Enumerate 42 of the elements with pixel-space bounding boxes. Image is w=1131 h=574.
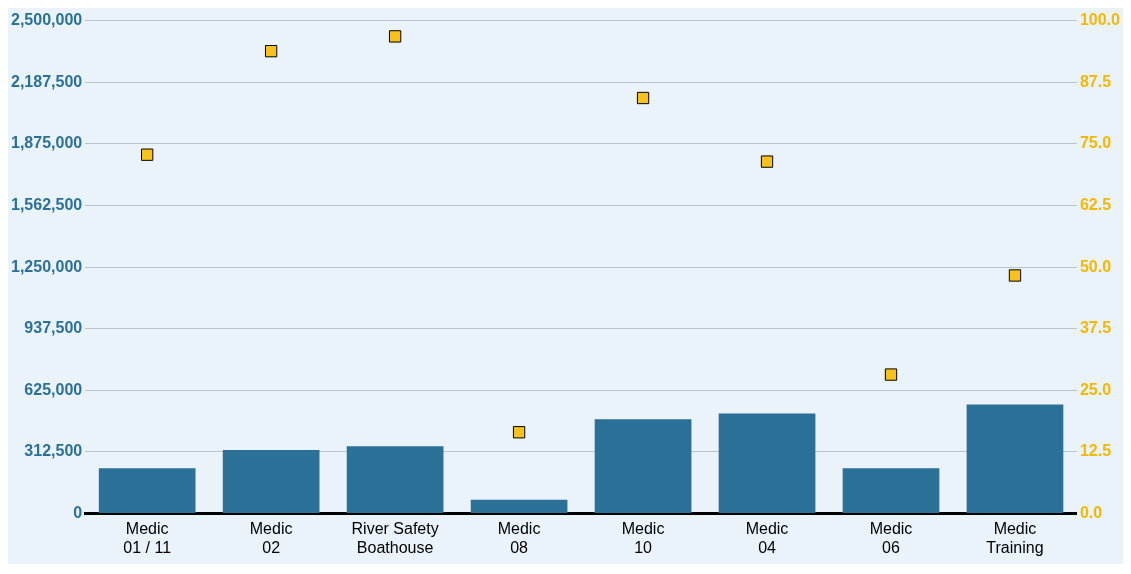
y2-tick-label: 50.0 [1079, 257, 1112, 275]
y-tick-label: 625,000 [24, 380, 83, 398]
y-tick-label: 312,500 [24, 442, 83, 460]
x-tick-label: Medic Training [986, 519, 1044, 556]
point [141, 148, 154, 161]
bar [346, 446, 444, 514]
y-tick-label: 937,500 [24, 319, 83, 337]
point [264, 45, 278, 58]
y2-tick-label: 62.5 [1079, 195, 1112, 213]
y-tick-label: 1,562,500 [10, 195, 83, 213]
y2-tick-label: 12.5 [1079, 442, 1112, 460]
point [636, 91, 650, 105]
bar [222, 450, 320, 514]
point [512, 426, 526, 439]
y-tick-label: 1,250,000 [10, 257, 83, 275]
y2-tick-label: 37.5 [1079, 319, 1112, 337]
bar [98, 468, 196, 514]
y2-tick-label: 75.0 [1079, 134, 1112, 152]
y-tick-label: 1,875,000 [10, 134, 83, 152]
point [884, 368, 898, 381]
y2-tick-label: 0.0 [1079, 504, 1103, 522]
x-tick-label: Medic 02 [249, 519, 293, 556]
x-tick-label: Medic 08 [497, 519, 541, 556]
bar [718, 413, 816, 514]
y2-tick-label: 25.0 [1079, 380, 1112, 398]
bar [594, 419, 692, 514]
point [388, 30, 402, 43]
point [760, 155, 774, 168]
x-tick-label: Medic 01 / 11 [123, 519, 172, 556]
x-tick-label: Medic 04 [745, 519, 789, 556]
x-tick-label: Medic 10 [621, 519, 665, 556]
point [1008, 269, 1022, 282]
x-tick-label: Medic 06 [869, 519, 913, 556]
y-tick-label: 2,500,000 [10, 11, 83, 29]
x-tick-label: River Safety Boathouse [351, 519, 439, 556]
bar [966, 404, 1064, 514]
y2-tick-label: 100.0 [1079, 11, 1121, 29]
bar [470, 499, 568, 514]
y-tick-label: 2,187,500 [10, 72, 83, 90]
bar [842, 468, 940, 514]
y2-tick-label: 87.5 [1079, 72, 1112, 90]
y-tick-label: 0 [73, 504, 83, 522]
